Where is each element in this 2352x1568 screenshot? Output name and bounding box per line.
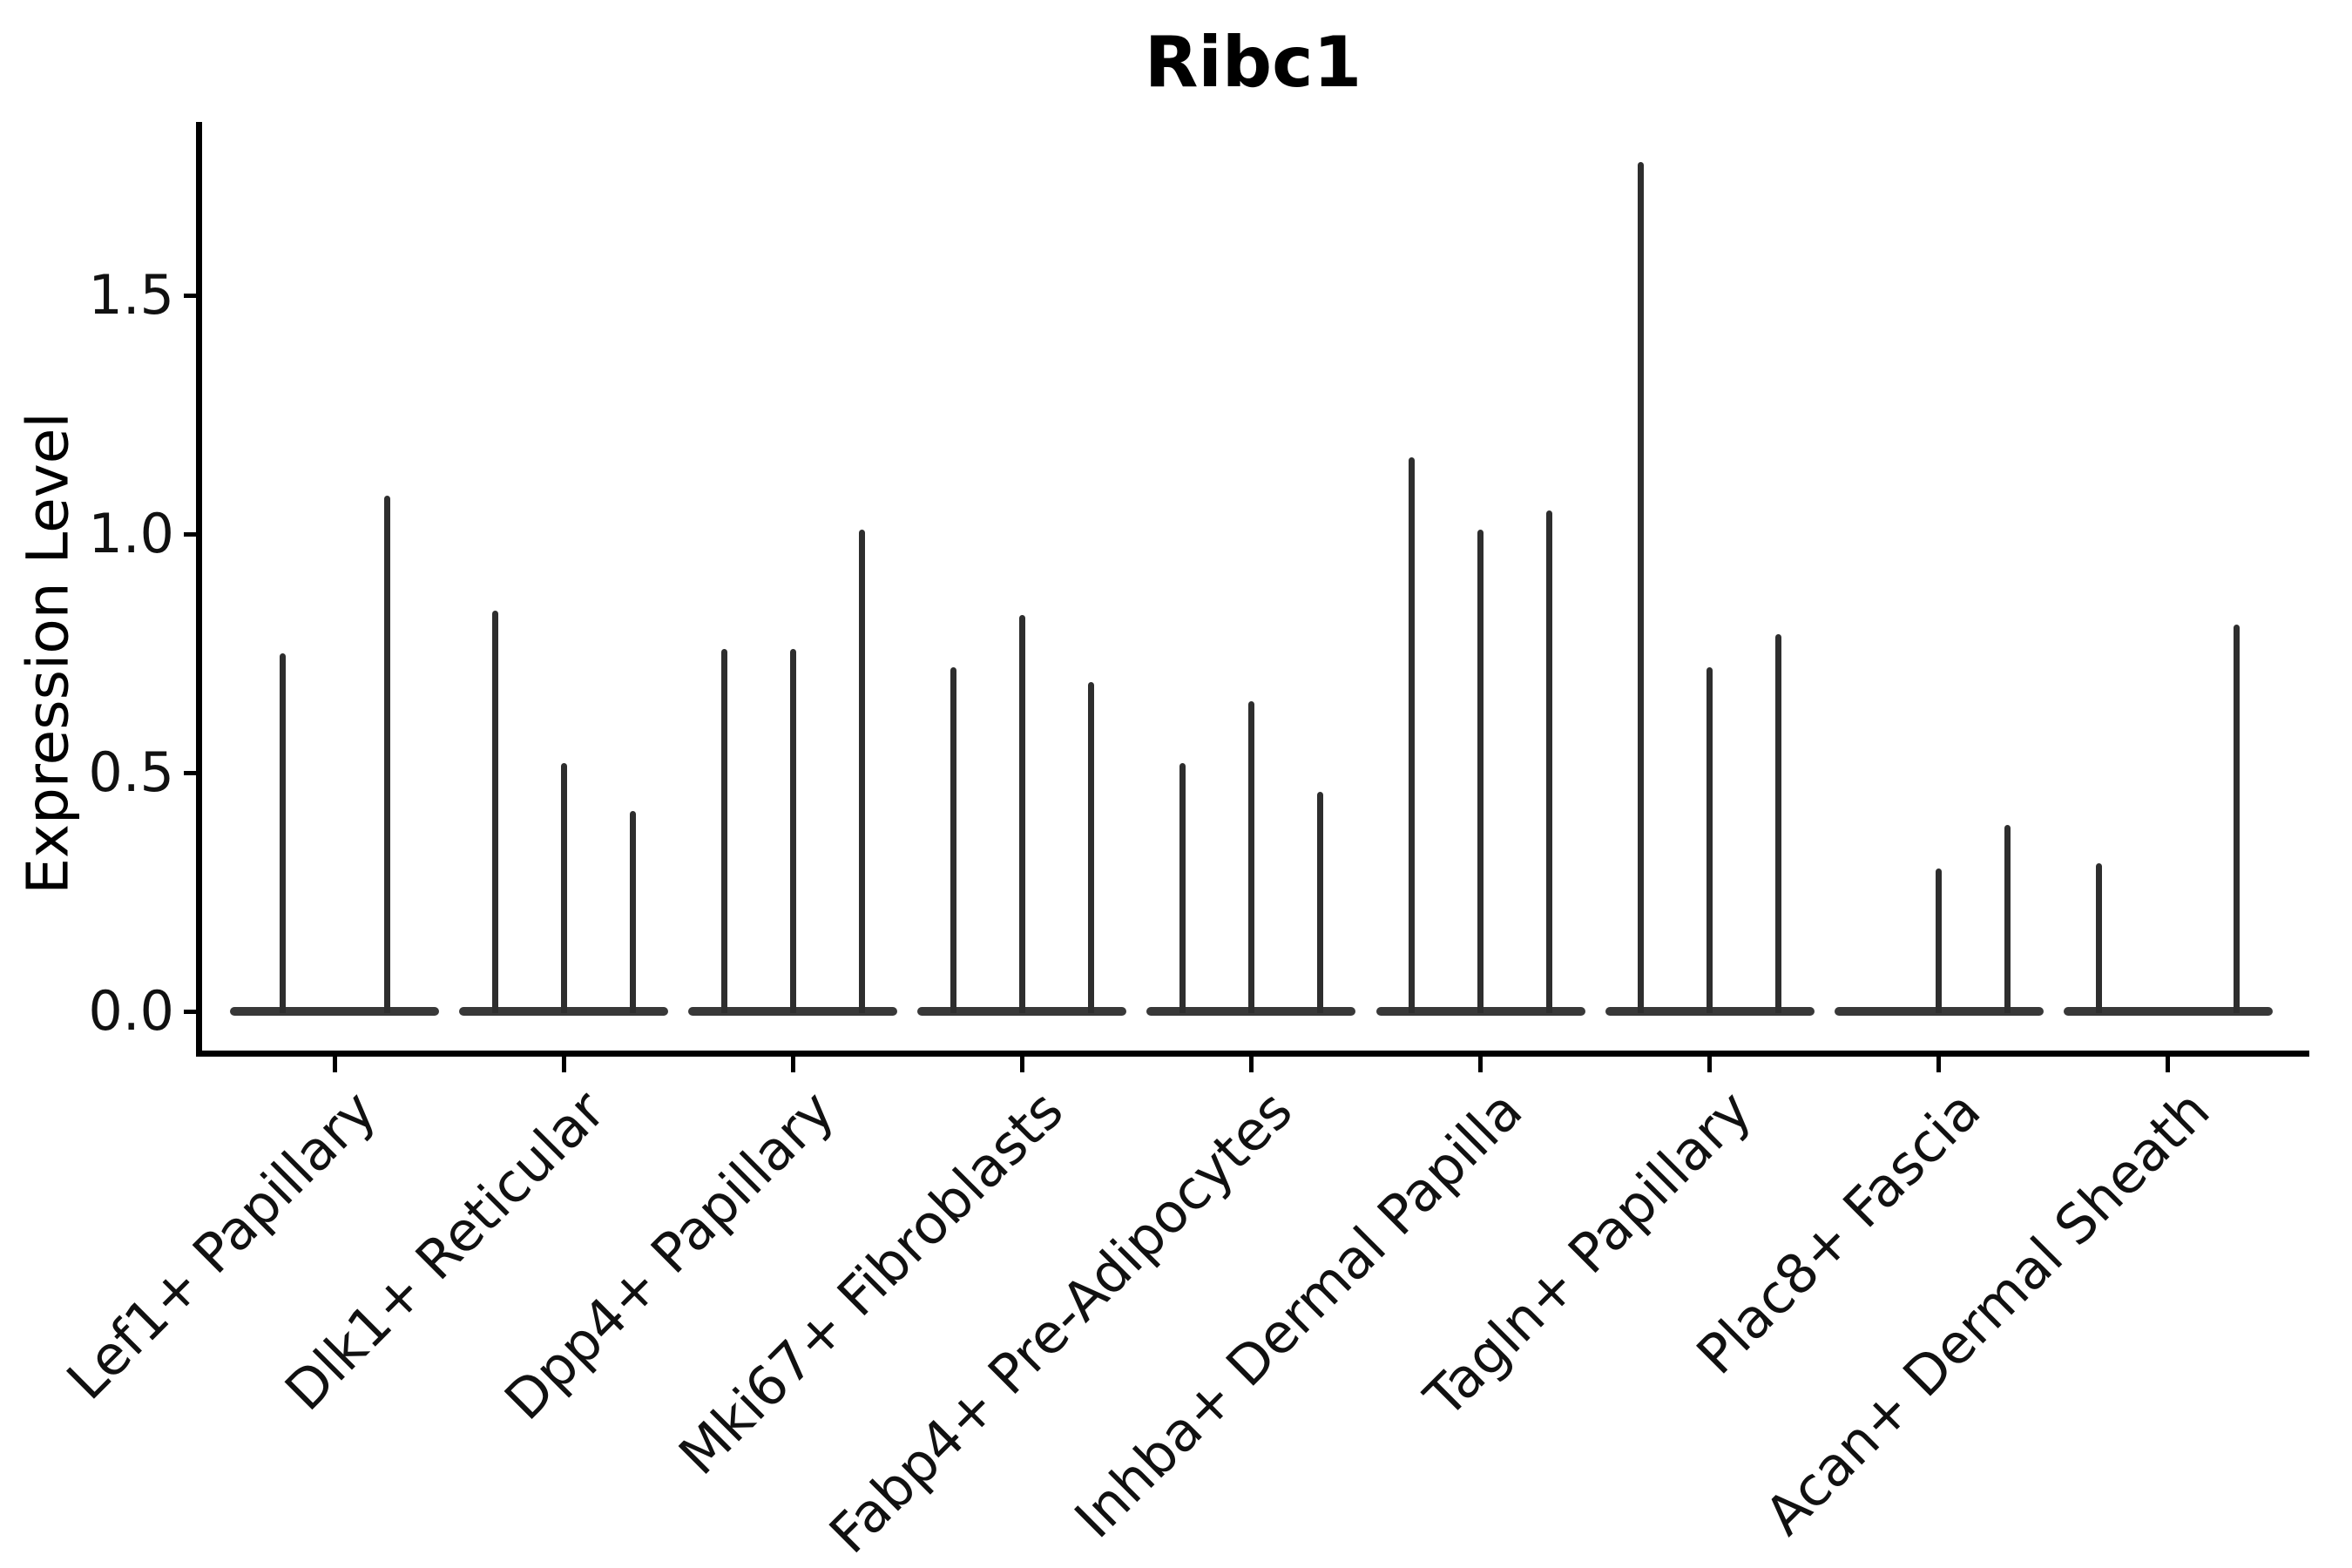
x-tick-mark bbox=[332, 1057, 337, 1072]
violin-spike bbox=[1179, 763, 1186, 1013]
violin-spike bbox=[1247, 700, 1254, 1013]
violin-spike bbox=[950, 667, 956, 1013]
violin-spike bbox=[1707, 667, 1713, 1013]
y-tick-label: 1.5 bbox=[88, 263, 174, 327]
violin-spike bbox=[383, 496, 390, 1013]
violin-spike bbox=[629, 810, 636, 1013]
violin-spike bbox=[2004, 825, 2011, 1013]
violin-spike bbox=[1775, 634, 1782, 1013]
y-tick-label: 0.0 bbox=[88, 979, 174, 1043]
x-tick-mark bbox=[1248, 1057, 1254, 1072]
x-tick-mark bbox=[1936, 1057, 1942, 1072]
violin-body bbox=[230, 1007, 439, 1016]
violin-spike bbox=[1936, 868, 1943, 1013]
y-tick-mark bbox=[184, 293, 196, 298]
violin-spike bbox=[1477, 529, 1484, 1013]
y-tick-label: 0.5 bbox=[88, 740, 174, 804]
y-tick-mark bbox=[184, 1009, 196, 1014]
x-tick-mark bbox=[2166, 1057, 2171, 1072]
violin-body bbox=[2063, 1007, 2273, 1016]
violin-spike bbox=[491, 610, 498, 1013]
violin-spike bbox=[789, 648, 796, 1013]
violin-spike bbox=[1638, 161, 1645, 1013]
violin-spike bbox=[1316, 791, 1323, 1013]
violin-spike bbox=[560, 763, 567, 1013]
y-tick-mark bbox=[184, 531, 196, 537]
x-tick-mark bbox=[561, 1057, 566, 1072]
violin-spike bbox=[858, 529, 865, 1013]
violin-spike bbox=[1087, 681, 1094, 1013]
violin-spike bbox=[1018, 615, 1025, 1013]
violin-spike bbox=[1409, 457, 1415, 1013]
violin-spike bbox=[2234, 625, 2240, 1013]
chart-title: Ribc1 bbox=[1144, 22, 1362, 103]
violin-spike bbox=[720, 648, 727, 1013]
y-axis-spine bbox=[196, 122, 202, 1057]
y-tick-label: 1.0 bbox=[88, 502, 174, 565]
x-axis-spine bbox=[196, 1051, 2309, 1057]
y-axis-label: Expression Level bbox=[14, 412, 82, 895]
violin-spike bbox=[2096, 863, 2103, 1013]
x-tick-mark bbox=[1478, 1057, 1483, 1072]
x-tick-mark bbox=[790, 1057, 795, 1072]
x-tick-mark bbox=[1707, 1057, 1713, 1072]
y-tick-mark bbox=[184, 770, 196, 775]
violin-spike bbox=[1546, 510, 1552, 1013]
x-tick-mark bbox=[1019, 1057, 1024, 1072]
violin-spike bbox=[279, 653, 286, 1013]
